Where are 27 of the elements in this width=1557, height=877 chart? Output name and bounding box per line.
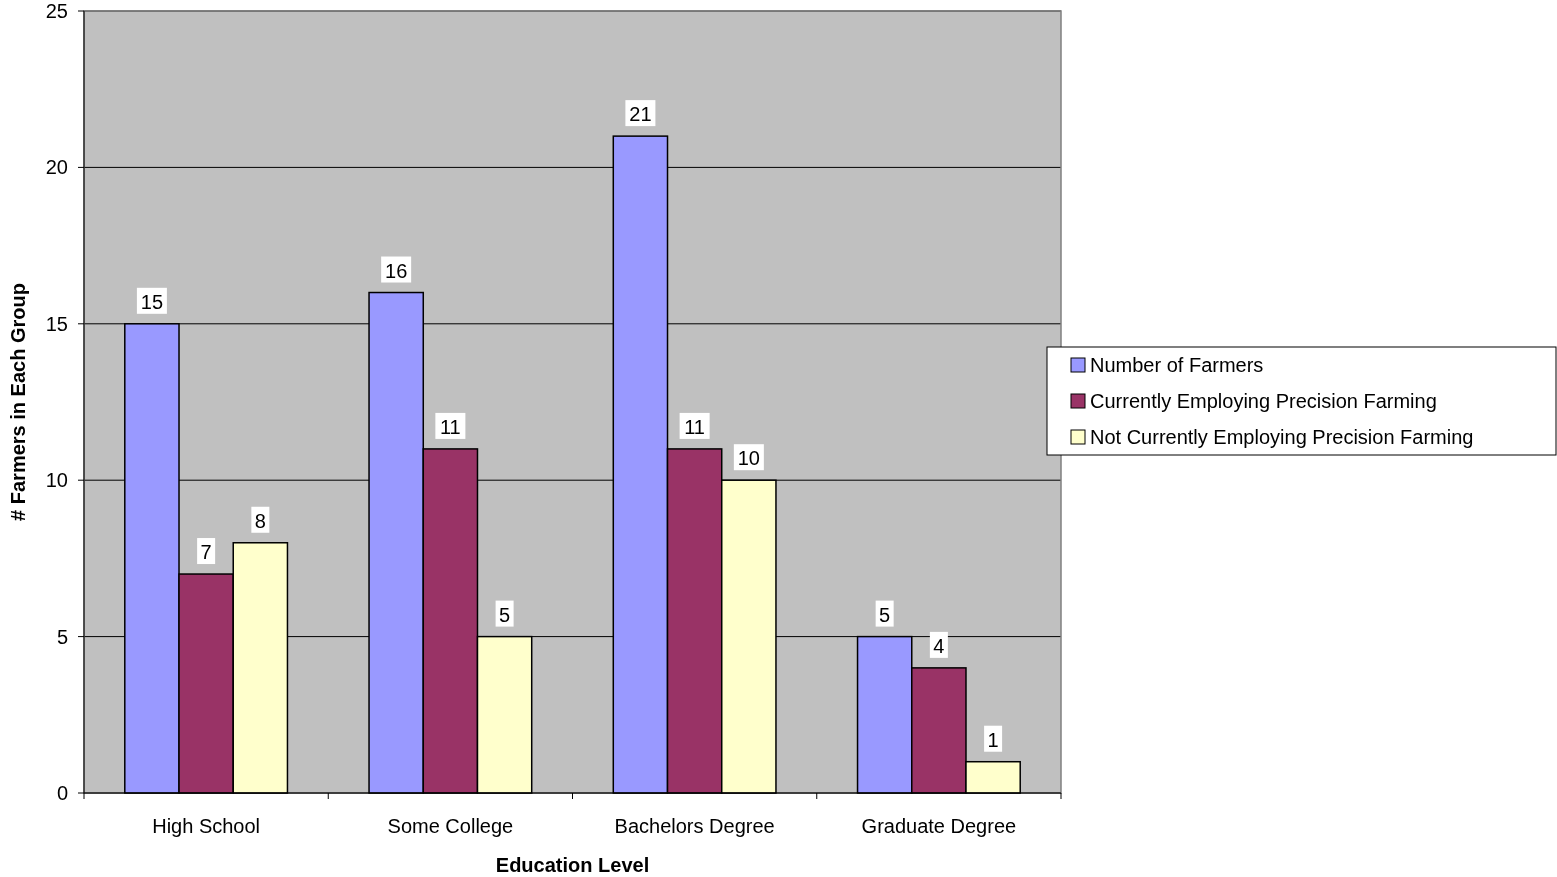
data-label: 1: [987, 728, 999, 751]
data-label: 7: [200, 541, 212, 564]
data-label: 5: [879, 603, 891, 626]
data-label: 21: [629, 103, 652, 126]
y-tick-label: 15: [45, 312, 68, 335]
x-tick-label: Some College: [387, 815, 514, 837]
x-tick-label: Graduate Degree: [861, 815, 1017, 837]
y-tick-label: 0: [56, 782, 68, 804]
y-tick-label: 5: [56, 625, 68, 648]
data-label: 16: [385, 259, 408, 282]
data-label: 11: [439, 415, 461, 438]
y-tick-label: 10: [45, 469, 68, 492]
y-tick-label: 20: [45, 156, 68, 179]
y-axis-title: # Farmers in Each Group: [7, 283, 29, 521]
data-label: 4: [933, 634, 945, 657]
legend-label: Not Currently Employing Precision Farming: [1090, 426, 1474, 448]
legend-label: Currently Employing Precision Farming: [1090, 390, 1437, 412]
x-tick-label: High School: [152, 815, 261, 837]
data-label: 10: [737, 447, 760, 470]
data-label: 5: [499, 603, 511, 626]
data-label: 15: [140, 290, 164, 313]
data-label: 8: [254, 509, 266, 532]
x-axis-title: Education Level: [495, 854, 650, 876]
data-label: 11: [684, 415, 706, 438]
x-tick-label: Bachelors Degree: [614, 815, 775, 837]
y-tick-label: 25: [45, 0, 68, 22]
legend-label: Number of Farmers: [1090, 354, 1264, 376]
